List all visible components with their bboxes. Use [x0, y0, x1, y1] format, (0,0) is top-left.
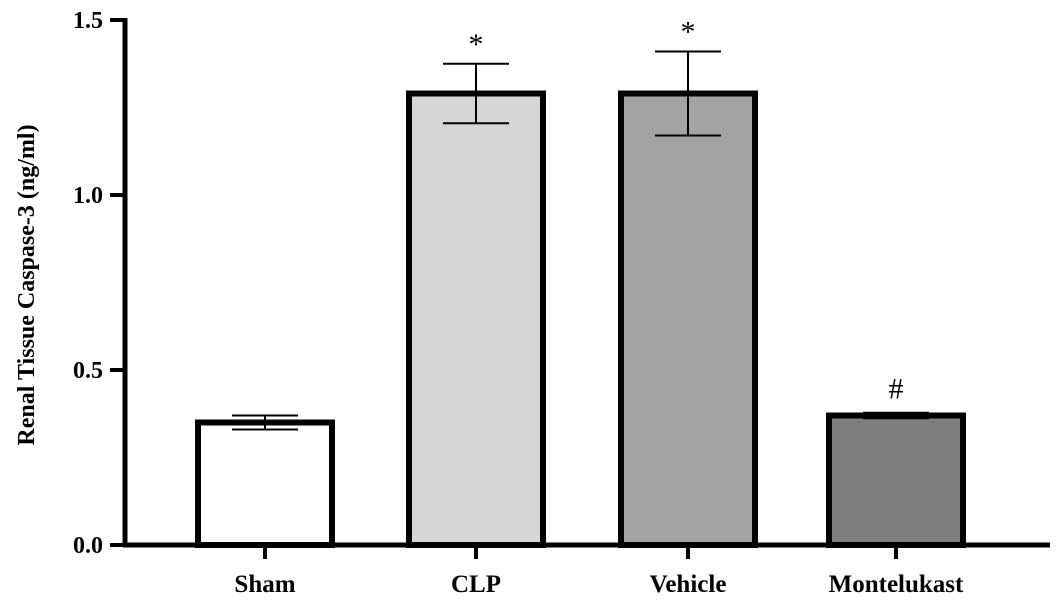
- x-tick-label: Sham: [234, 571, 295, 598]
- bar-sham: [195, 419, 335, 548]
- bar-clp: [406, 90, 546, 548]
- y-axis-title: Renal Tissue Caspase-3 (ng/ml): [14, 124, 40, 445]
- x-tick-label: Vehicle: [650, 571, 727, 598]
- x-tick-label: CLP: [451, 571, 501, 598]
- y-tick-label: 0.5: [73, 358, 103, 384]
- significance-marker: #: [889, 373, 904, 406]
- significance-marker: *: [681, 16, 696, 49]
- x-tick-label: Montelukast: [829, 571, 964, 598]
- significance-marker: *: [469, 28, 484, 61]
- y-tick-label: 1.0: [73, 183, 103, 209]
- bar-vehicle: [618, 90, 758, 548]
- bar-montelukast: [826, 412, 966, 548]
- y-tick-label: 0.0: [73, 533, 103, 559]
- y-tick-label: 1.5: [73, 8, 103, 34]
